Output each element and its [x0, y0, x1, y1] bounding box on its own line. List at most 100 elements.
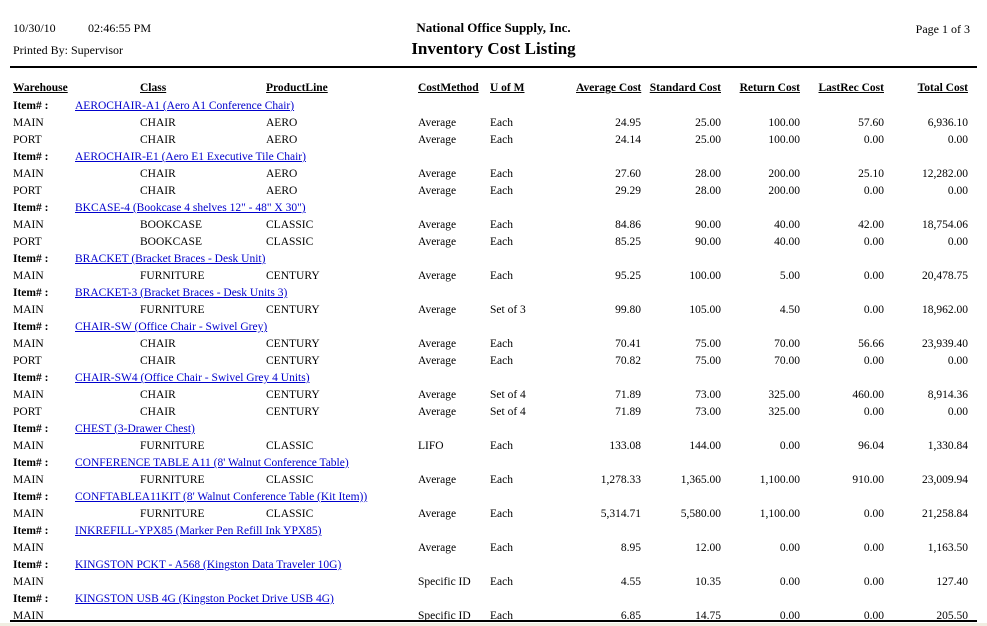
- item-link[interactable]: CHAIR-SW4 (Office Chair - Swivel Grey 4 …: [75, 372, 310, 384]
- average-cost-cell: 85.25: [615, 236, 641, 248]
- return-cost-cell: 100.00: [768, 134, 800, 146]
- cost-method-cell: Average: [418, 117, 457, 129]
- warehouse-cell: PORT: [13, 355, 42, 367]
- inventory-row: MAIN FURNITURE CLASSIC Average Each 5,314.71 5…: [13, 506, 968, 523]
- average-cost-cell: 4.55: [620, 576, 641, 588]
- average-cost-cell: 71.89: [615, 406, 641, 418]
- return-cost-cell: 1,100.00: [759, 474, 800, 486]
- uofm-cell: Each: [490, 474, 513, 486]
- item-link[interactable]: CONFTABLEA11KIT (8' Walnut Conference Ta…: [75, 491, 368, 503]
- class-cell: CHAIR: [140, 185, 176, 197]
- standard-cost-cell: 28.00: [695, 168, 721, 180]
- product-line-cell: CLASSIC: [266, 236, 314, 248]
- inventory-table: Warehouse Class ProductLine CostMethod U…: [13, 79, 968, 625]
- inventory-row: MAIN CHAIR CENTURY Average Each 70.41 75.00 70.…: [13, 336, 968, 353]
- item-number-label: Item# :: [13, 525, 49, 537]
- item-number-label: Item# :: [13, 151, 49, 163]
- print-info: 10/30/10 02:46:55 PM Printed By: Supervis…: [13, 21, 151, 58]
- item-group-row: Item# : KINGSTON USB 4G (Kingston Pocket …: [13, 591, 968, 608]
- product-line-cell: CENTURY: [266, 338, 320, 350]
- page-indicator: Page 1 of 3: [915, 22, 970, 36]
- warehouse-cell: MAIN: [13, 117, 44, 129]
- total-cost-cell: 12,282.00: [922, 168, 968, 180]
- header-divider: [10, 66, 977, 68]
- product-line-cell: CENTURY: [266, 406, 320, 418]
- item-link[interactable]: CHAIR-SW (Office Chair - Swivel Grey): [75, 321, 268, 333]
- class-cell: CHAIR: [140, 168, 176, 180]
- standard-cost-cell: 144.00: [689, 440, 721, 452]
- item-link[interactable]: BRACKET-3 (Bracket Braces - Desk Units 3…: [75, 287, 288, 299]
- inventory-row: PORT CHAIR AERO Average Each 24.14 25.00 100.00…: [13, 132, 968, 149]
- class-cell: CHAIR: [140, 355, 176, 367]
- standard-cost-cell: 25.00: [695, 134, 721, 146]
- average-cost-cell: 70.82: [615, 355, 641, 367]
- last-rec-cost-cell: 57.60: [858, 117, 884, 129]
- cost-method-cell: Average: [418, 219, 457, 231]
- inventory-row: MAIN FURNITURE CLASSIC Average Each 1,278.33 1…: [13, 472, 968, 489]
- last-rec-cost-cell: 0.00: [863, 508, 884, 520]
- item-link[interactable]: KINGSTON PCKT - A568 (Kingston Data Trav…: [75, 559, 342, 571]
- last-rec-cost-cell: 910.00: [852, 474, 884, 486]
- product-line-cell: AERO: [266, 185, 298, 197]
- item-link[interactable]: BRACKET (Bracket Braces - Desk Unit): [75, 253, 266, 265]
- item-link[interactable]: CONFERENCE TABLE A11 (8' Walnut Conferen…: [75, 457, 349, 469]
- column-header-average-cost: Average Cost: [576, 82, 642, 94]
- cost-method-cell: Average: [418, 236, 457, 248]
- window-edge: [0, 623, 987, 626]
- total-cost-cell: 1,163.50: [927, 542, 968, 554]
- uofm-cell: Each: [490, 440, 513, 452]
- last-rec-cost-cell: 0.00: [863, 576, 884, 588]
- product-line-cell: CLASSIC: [266, 219, 314, 231]
- last-rec-cost-cell: 56.66: [858, 338, 884, 350]
- total-cost-cell: 21,258.84: [922, 508, 968, 520]
- cost-method-cell: Average: [418, 304, 457, 316]
- cost-method-cell: Average: [418, 270, 457, 282]
- footer-divider: [10, 620, 977, 622]
- warehouse-cell: PORT: [13, 185, 42, 197]
- item-link[interactable]: INKREFILL-YPX85 (Marker Pen Refill Ink Y…: [75, 525, 322, 537]
- average-cost-cell: 95.25: [615, 270, 641, 282]
- item-group-row: Item# : CHAIR-SW4 (Office Chair - Swivel …: [13, 370, 968, 387]
- column-header-uofm: U of M: [490, 82, 525, 94]
- report-header: 10/30/10 02:46:55 PM Printed By: Supervis…: [0, 0, 987, 66]
- item-link[interactable]: BKCASE-4 (Bookcase 4 shelves 12" - 48" X…: [75, 202, 306, 214]
- return-cost-cell: 325.00: [768, 389, 800, 401]
- class-cell: FURNITURE: [140, 474, 205, 486]
- average-cost-cell: 71.89: [615, 389, 641, 401]
- return-cost-cell: 325.00: [768, 406, 800, 418]
- standard-cost-cell: 5,580.00: [680, 508, 721, 520]
- item-link[interactable]: KINGSTON USB 4G (Kingston Pocket Drive U…: [75, 593, 334, 605]
- standard-cost-cell: 75.00: [695, 355, 721, 367]
- total-cost-cell: 18,754.06: [922, 219, 968, 231]
- class-cell: CHAIR: [140, 338, 176, 350]
- cost-method-cell: Specific ID: [418, 610, 471, 622]
- item-link[interactable]: AEROCHAIR-E1 (Aero E1 Executive Tile Cha…: [75, 151, 306, 163]
- inventory-row: MAIN FURNITURE CLASSIC LIFO Each 133.08 144.00…: [13, 438, 968, 455]
- cost-method-cell: Average: [418, 542, 457, 554]
- average-cost-cell: 84.86: [615, 219, 641, 231]
- last-rec-cost-cell: 96.04: [858, 440, 884, 452]
- column-header-warehouse: Warehouse: [13, 82, 68, 94]
- cost-method-cell: Average: [418, 134, 457, 146]
- item-group-row: Item# : AEROCHAIR-E1 (Aero E1 Executive T…: [13, 149, 968, 166]
- item-link[interactable]: AEROCHAIR-A1 (Aero A1 Conference Chair): [75, 100, 295, 112]
- product-line-cell: CENTURY: [266, 304, 320, 316]
- cost-method-cell: Average: [418, 474, 457, 486]
- standard-cost-cell: 1,365.00: [680, 474, 721, 486]
- column-header-lastrec-cost: LastRec Cost: [818, 82, 884, 94]
- uofm-cell: Set of 4: [490, 406, 526, 418]
- item-group-row: Item# : AEROCHAIR-A1 (Aero A1 Conference …: [13, 98, 968, 115]
- total-cost-cell: 8,914.36: [927, 389, 968, 401]
- product-line-cell: CLASSIC: [266, 474, 314, 486]
- item-link[interactable]: CHEST (3-Drawer Chest): [75, 423, 195, 435]
- item-number-label: Item# :: [13, 321, 49, 333]
- average-cost-cell: 1,278.33: [600, 474, 641, 486]
- last-rec-cost-cell: 0.00: [863, 355, 884, 367]
- inventory-table-wrap: Warehouse Class ProductLine CostMethod U…: [13, 79, 968, 625]
- warehouse-cell: MAIN: [13, 474, 44, 486]
- last-rec-cost-cell: 42.00: [858, 219, 884, 231]
- warehouse-cell: MAIN: [13, 168, 44, 180]
- warehouse-cell: MAIN: [13, 508, 44, 520]
- total-cost-cell: 1,330.84: [927, 440, 968, 452]
- item-group-row: Item# : KINGSTON PCKT - A568 (Kingston Da…: [13, 557, 968, 574]
